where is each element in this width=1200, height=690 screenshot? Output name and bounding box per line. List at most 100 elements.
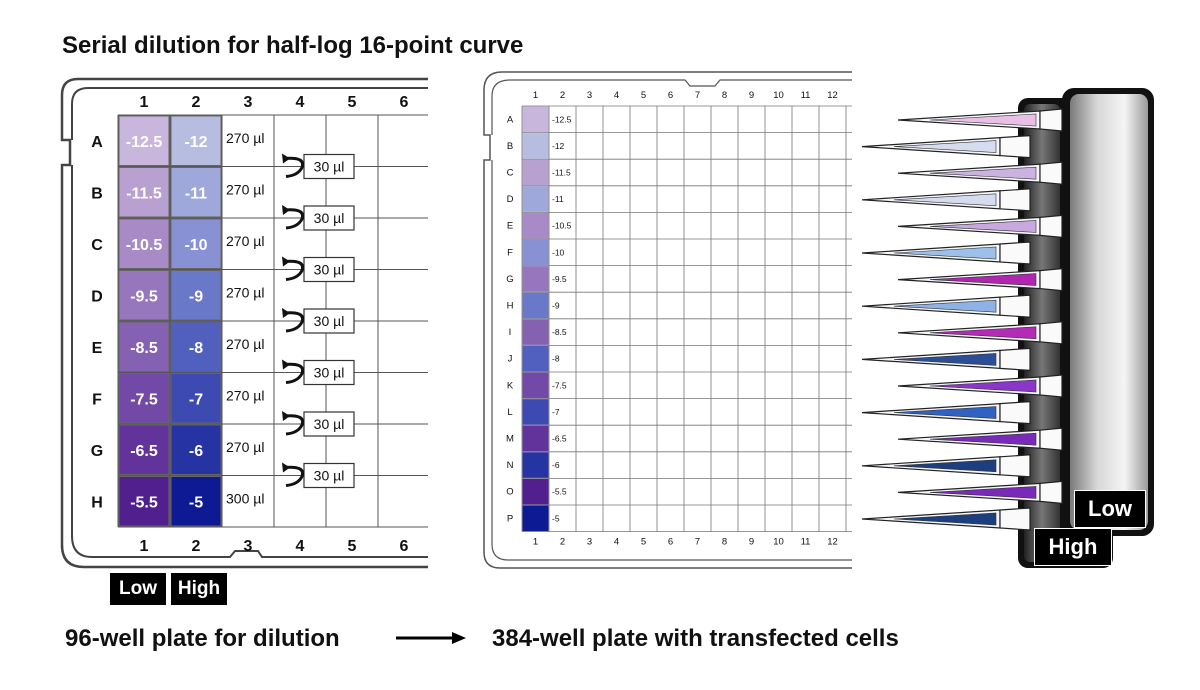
plate96-row-label: G bbox=[91, 443, 103, 460]
plate96-well-col1 bbox=[118, 218, 170, 269]
transfer-label: 30 µl bbox=[314, 159, 345, 175]
plate96-col1-value: -11.5 bbox=[126, 185, 162, 202]
plate384-col-label-top: 1 bbox=[533, 90, 538, 101]
plate384-col-label-top: 4 bbox=[614, 90, 619, 101]
plate96-labels: A B C D E F G H 1 1 2 2 3 3 4 4 5 5 6 6 bbox=[91, 94, 409, 555]
plate384-wells: -12.5 -12 -11.5 -11 -10.5 -10 -9.5 -9 -8.5 -8 -7.5… bbox=[522, 106, 572, 532]
plate384-col-label-top: 11 bbox=[801, 90, 811, 101]
plate96-col2-value: -8 bbox=[189, 340, 203, 357]
plate96-col-label-top: 6 bbox=[400, 94, 409, 111]
plate384-value: -5 bbox=[552, 513, 560, 523]
plate96-volume-label: 270 µl bbox=[226, 336, 264, 352]
plate384-value: -11 bbox=[552, 194, 564, 204]
plate96-col2-value: -11 bbox=[185, 185, 207, 202]
plate384-col-label-bottom: 1 bbox=[533, 537, 538, 548]
plate96-col1-value: -5.5 bbox=[130, 494, 158, 511]
pipette-tip-collar bbox=[1039, 480, 1063, 505]
plate384-value: -5.5 bbox=[552, 487, 567, 497]
plate96-col-label-bottom: 5 bbox=[348, 538, 357, 555]
plate384-well bbox=[522, 319, 549, 345]
plate384-col-label-top: 5 bbox=[641, 90, 646, 101]
plate384-col-label-top: 2 bbox=[560, 90, 565, 101]
plate384-col-label-bottom: 5 bbox=[641, 537, 646, 548]
plate96-row-label: C bbox=[91, 237, 103, 254]
plate384-col-label-top: 12 bbox=[827, 90, 838, 101]
pipette-tip-liquid bbox=[929, 486, 1037, 499]
plate384-well bbox=[522, 345, 549, 372]
transfer-label: 30 µl bbox=[314, 468, 345, 484]
plate384-row-label: B bbox=[507, 141, 513, 152]
plate384-well bbox=[522, 372, 549, 399]
plate96-frame bbox=[60, 77, 428, 569]
plate384-col-label-bottom: 9 bbox=[749, 537, 754, 548]
plate384-col-label-top: 9 bbox=[749, 90, 754, 101]
pipette-tip-collar bbox=[999, 454, 1031, 478]
plate96-col1-value: -10.5 bbox=[126, 237, 163, 254]
plate96-col1-value: -6.5 bbox=[130, 443, 158, 460]
pipette-tip-liquid bbox=[929, 113, 1037, 127]
transfer-arrowhead-icon bbox=[282, 359, 290, 370]
plate384-labels: ABCDEFGHIJKLMNOP112233445566778899101011… bbox=[506, 90, 838, 548]
transfer-arrowhead-icon bbox=[282, 411, 290, 421]
plate96-col1-value: -9.5 bbox=[130, 288, 158, 305]
plate384-row-label: I bbox=[509, 327, 512, 338]
pipette-tip-liquid bbox=[893, 512, 997, 526]
plate384-well bbox=[522, 399, 549, 425]
pipette-tip-collar bbox=[999, 294, 1031, 318]
transfer-label: 30 µl bbox=[314, 210, 345, 226]
plate96-row-label: B bbox=[91, 185, 103, 202]
plate384-row-label: O bbox=[506, 487, 513, 498]
plate96-col-label-top: 3 bbox=[244, 94, 253, 111]
plate96-col-label-bottom: 3 bbox=[244, 538, 253, 555]
pipette-tip-collar bbox=[999, 241, 1031, 265]
plate384-col-label-top: 6 bbox=[668, 90, 673, 101]
pipette-tip-liquid bbox=[893, 246, 997, 260]
plate96-well-col2 bbox=[170, 476, 222, 527]
plate384-well bbox=[522, 239, 549, 266]
pipette-tip-collar bbox=[1039, 374, 1063, 398]
pipette-tip-liquid bbox=[893, 459, 997, 473]
transfer-arrow-icon bbox=[283, 259, 305, 281]
transfer-arrow-icon bbox=[283, 208, 305, 230]
pipette-tip-collar bbox=[1039, 321, 1063, 345]
transfer-box bbox=[303, 359, 355, 386]
plate96-col1-value: -7.5 bbox=[130, 391, 158, 408]
plate384-col-label-top: 10 bbox=[773, 90, 784, 101]
pipette-tip-liquid bbox=[893, 353, 997, 366]
transfer-arrow-icon bbox=[283, 362, 305, 384]
plate96-grid bbox=[117, 114, 428, 528]
plate384-row-label: L bbox=[507, 407, 512, 418]
transfer-arrowhead-icon bbox=[282, 462, 290, 473]
plate96-well-col2 bbox=[170, 167, 222, 218]
pipette-tip-collar bbox=[1039, 267, 1063, 292]
plate96-well-col1 bbox=[118, 424, 170, 475]
plate384-well bbox=[522, 186, 549, 212]
pipette-tip-collar bbox=[999, 507, 1031, 531]
plate96-well-col2 bbox=[170, 270, 222, 321]
plate96-volume-label: 270 µl bbox=[226, 233, 264, 249]
plate96-wells: -12.5 -12 270 µl -11.5 -11 270 µl -10.5 -10 270 … bbox=[118, 115, 264, 527]
plate96-well-col1 bbox=[118, 476, 170, 527]
pipette-tip-liquid bbox=[929, 166, 1037, 180]
plate384-value: -10 bbox=[552, 247, 565, 257]
transfer-arrowhead-icon bbox=[282, 205, 290, 215]
plate384-col-label-bottom: 6 bbox=[668, 537, 673, 548]
plate384-grid bbox=[521, 105, 852, 532]
plate96-transfers: 30 µl 30 µl 30 µl 30 µl 30 µl 30 µl 30 µl bbox=[282, 153, 355, 489]
pipette-tip-collar bbox=[1039, 214, 1063, 239]
plate384-col-label-bottom: 7 bbox=[695, 537, 700, 548]
transfer-arrow-icon bbox=[283, 156, 305, 178]
plate384-value: -12.5 bbox=[552, 114, 572, 124]
plate96-well-col2 bbox=[170, 321, 222, 372]
plate96-row-label: H bbox=[91, 494, 103, 511]
transfer-box bbox=[303, 153, 355, 180]
plate384-row-label: F bbox=[507, 247, 513, 258]
plate384-well bbox=[522, 425, 549, 452]
plate384-value: -7 bbox=[552, 407, 560, 417]
transfer-box bbox=[303, 411, 355, 437]
plate96-well-col1 bbox=[118, 270, 170, 321]
pipette-tip-collar bbox=[999, 400, 1031, 425]
plate384-row-label: M bbox=[506, 434, 514, 445]
transfer-box bbox=[303, 308, 355, 334]
